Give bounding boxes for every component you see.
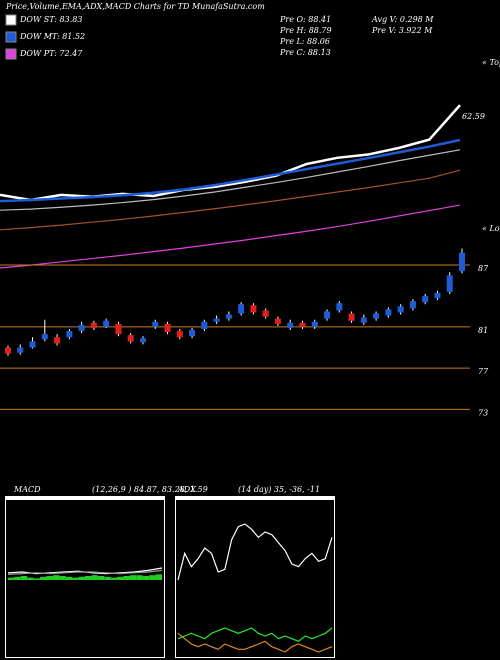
histogram-bar bbox=[136, 575, 143, 580]
histogram-bar bbox=[20, 576, 28, 580]
series-line bbox=[0, 104, 461, 202]
legend-text: DOW ST: 83.83 bbox=[19, 15, 82, 24]
chart-title: Price,Volume,EMA,ADX,MACD Charts for TD … bbox=[5, 2, 265, 11]
candle-body bbox=[348, 313, 355, 321]
series-line bbox=[0, 204, 461, 269]
histogram-bar bbox=[8, 577, 15, 580]
candle-body bbox=[397, 306, 404, 313]
histogram-bar bbox=[78, 576, 85, 580]
candle-body bbox=[189, 330, 196, 337]
candle-body bbox=[29, 341, 36, 348]
info: Pre L: 88.06 bbox=[279, 37, 330, 46]
candle-body bbox=[201, 321, 208, 329]
histogram-bar bbox=[110, 577, 118, 580]
series-line bbox=[0, 169, 461, 231]
y-tick-label: 73 bbox=[478, 408, 488, 417]
candle-body bbox=[287, 322, 294, 328]
info: Pre H: 88.79 bbox=[279, 26, 332, 35]
info: Pre O: 88.41 bbox=[279, 15, 331, 24]
histogram-bar bbox=[142, 576, 150, 580]
legend-swatch bbox=[5, 48, 17, 60]
histogram-bar bbox=[72, 577, 79, 580]
histogram-bar bbox=[59, 576, 66, 580]
candle-body bbox=[5, 347, 11, 354]
candle-body bbox=[54, 337, 61, 344]
series-line bbox=[0, 149, 461, 211]
series-line bbox=[177, 523, 333, 581]
y-tick-label: 81 bbox=[478, 326, 488, 335]
series-line bbox=[0, 138, 461, 203]
macd-title: MACD bbox=[13, 485, 41, 494]
candle-body bbox=[127, 335, 134, 342]
histogram-bar bbox=[129, 575, 137, 580]
candle-body bbox=[262, 310, 269, 317]
y-tick-label: 77 bbox=[478, 367, 489, 376]
histogram-bar bbox=[65, 576, 73, 580]
candle-body bbox=[225, 314, 232, 319]
histogram-bar bbox=[123, 576, 130, 580]
histogram-bar bbox=[40, 576, 47, 580]
candle-body bbox=[422, 295, 429, 303]
candle-body bbox=[213, 318, 220, 322]
candle-body bbox=[238, 304, 245, 314]
info: Avg V: 0.298 M bbox=[371, 15, 434, 24]
series-line bbox=[177, 627, 333, 643]
legend-text: DOW MT: 81.52 bbox=[19, 32, 85, 41]
candle-body bbox=[373, 313, 380, 319]
histogram-bar bbox=[27, 577, 34, 580]
adx-subtitle: (14 day) 35, -36, -11 bbox=[238, 485, 320, 494]
candle-body bbox=[409, 301, 416, 309]
legend-swatch bbox=[5, 31, 17, 43]
candle-body bbox=[360, 317, 367, 323]
series-line bbox=[7, 569, 163, 575]
histogram-bar bbox=[97, 576, 105, 580]
legend-text: DOW PT: 72.47 bbox=[19, 49, 83, 58]
candle-body bbox=[103, 320, 110, 327]
candle-body bbox=[41, 334, 48, 340]
candle-body bbox=[459, 252, 465, 272]
candle-body bbox=[90, 322, 97, 328]
histogram-bar bbox=[149, 575, 156, 580]
histogram-bar bbox=[117, 576, 124, 580]
tops-label: « Tops bbox=[482, 58, 500, 67]
candle-body bbox=[115, 323, 122, 335]
candle-body bbox=[274, 318, 281, 324]
candle-body bbox=[336, 303, 343, 311]
candle-body bbox=[446, 275, 453, 292]
histogram-bar bbox=[52, 575, 60, 580]
candle-body bbox=[324, 311, 331, 319]
annotation: 62.59 bbox=[462, 112, 485, 121]
candle-body bbox=[385, 309, 392, 316]
candle-body bbox=[250, 305, 257, 313]
info: Pre V: 3.922 M bbox=[371, 26, 433, 35]
macd-subtitle: (12,26,9 ) 84.87, 83.28, 1.59 bbox=[92, 485, 208, 494]
candle-body bbox=[78, 324, 85, 332]
y-tick-label: 87 bbox=[478, 264, 489, 273]
info: Pre C: 88.13 bbox=[279, 48, 331, 57]
series-line bbox=[177, 632, 333, 653]
adx-title: ADX bbox=[177, 485, 196, 494]
candle-body bbox=[139, 338, 146, 343]
lows-label: « Lows bbox=[482, 224, 500, 233]
histogram-bar bbox=[91, 575, 98, 580]
candle-body bbox=[299, 322, 306, 327]
candle-body bbox=[434, 292, 441, 299]
candle-body bbox=[164, 323, 171, 333]
candle-body bbox=[17, 347, 24, 353]
histogram-bar bbox=[46, 576, 53, 580]
candle-body bbox=[311, 321, 318, 327]
histogram-bar bbox=[14, 576, 21, 580]
legend-swatch bbox=[5, 14, 17, 26]
candle-body bbox=[66, 331, 73, 338]
histogram-bar bbox=[85, 576, 92, 580]
histogram-bar bbox=[104, 576, 111, 580]
histogram-bar bbox=[155, 574, 162, 580]
candle-body bbox=[176, 331, 183, 338]
candle-body bbox=[152, 321, 159, 327]
adx-panel bbox=[176, 500, 334, 657]
histogram-bar bbox=[33, 578, 41, 580]
